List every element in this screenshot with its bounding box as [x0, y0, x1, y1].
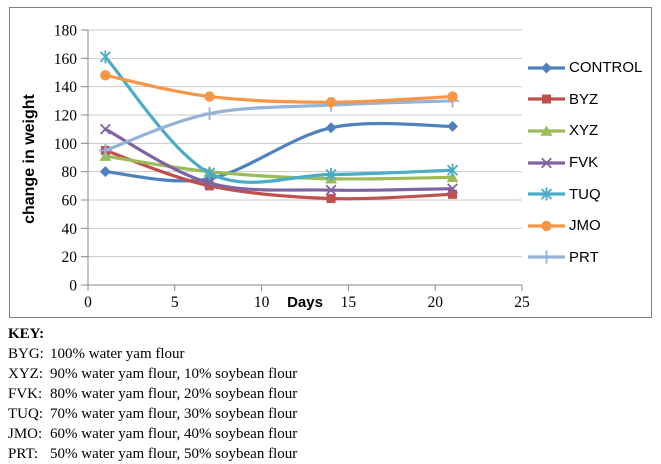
marker-PRT-7: [203, 107, 217, 121]
legend-marker-square-icon: [528, 94, 565, 104]
key-code: JMO:: [8, 426, 43, 442]
key-code: XYZ:: [8, 366, 43, 382]
key-description: 90% water yam flour, 10% soybean flour: [50, 366, 298, 382]
x-tick-label: 10: [254, 294, 270, 311]
y-tick-label: 180: [54, 23, 78, 40]
chart-container: change in weight 0 20 40 60 80 100 120 140 160 18…: [9, 7, 652, 318]
y-tick-label: 100: [54, 136, 78, 153]
legend-marker: [541, 157, 552, 169]
key-row: FVK: 80% water yam flour, 20% soybean flo…: [8, 384, 297, 404]
legend-marker: [542, 94, 551, 104]
marker-BYZ-14: [326, 194, 336, 204]
series-line-XYZ: [103, 154, 455, 181]
legend-marker: [541, 220, 552, 231]
key-row: JMO: 60% water yam flour, 40% soybean flo…: [8, 424, 297, 444]
legend-item-JMO: JMO: [528, 210, 642, 242]
marker-BYZ-21: [448, 189, 458, 199]
legend-item-FVK: FVK: [528, 147, 642, 179]
y-tick-label: 160: [54, 51, 78, 68]
y-tick-label: 60: [62, 193, 78, 210]
marker-FVK-7: [204, 177, 215, 189]
legend-item-PRT: PRT: [528, 242, 642, 274]
key-description: 70% water yam flour, 30% soybean flour: [50, 406, 298, 422]
legend-label: CONTROL: [569, 59, 643, 77]
key-code: PRT:: [8, 446, 39, 462]
marker-PRT-1: [98, 143, 112, 157]
key-code: TUQ:: [8, 406, 43, 422]
legend-label: TUQ: [569, 185, 601, 203]
legend-label: BYZ: [569, 90, 599, 108]
legend-label: XYZ: [569, 122, 599, 140]
key-row: XYZ: 90% water yam flour, 10% soybean flo…: [8, 364, 297, 384]
legend-marker-circle-icon: [528, 220, 565, 231]
series-line-BYZ: [103, 148, 455, 201]
legend-item-CONTROL: CONTROL: [528, 52, 642, 84]
chart-legend: CONTROL BYZ XYZ FVK TUQ JMO PRT: [528, 52, 642, 273]
marker-FVK-14: [325, 184, 337, 196]
x-tick-label: 0: [84, 294, 92, 311]
legend-marker-x-icon: [528, 157, 565, 169]
y-tick-label: 40: [62, 221, 78, 238]
legend-marker-plus-icon: [528, 250, 565, 264]
series-line-CONTROL: [103, 121, 455, 183]
legend-item-TUQ: TUQ: [528, 178, 642, 210]
key-description: 50% water yam flour, 50% soybean flour: [50, 446, 298, 462]
series-line-JMO: [103, 73, 455, 104]
x-axis-title: Days: [287, 294, 323, 311]
legend-marker: [540, 250, 553, 264]
marker-BYZ-7: [205, 181, 215, 191]
marker-TUQ-7: [203, 166, 216, 180]
marker-TUQ-21: [446, 163, 459, 177]
line-chart-plot: 0 20 40 60 80 100 120 140 160 180 0 5 10 15 20 25 Days: [54, 23, 530, 312]
legend-label: PRT: [569, 248, 599, 266]
marker-TUQ-1: [99, 50, 111, 64]
y-tick-label: 20: [62, 249, 78, 266]
y-tick-label: 80: [62, 164, 78, 181]
key-row: PRT: 50% water yam flour, 50% soybean flo…: [8, 444, 297, 464]
key-heading: KEY:: [8, 326, 45, 342]
marker-CONTROL-21: [447, 120, 459, 132]
y-tick-label: 120: [54, 108, 78, 125]
series-line-PRT: [103, 99, 455, 153]
marker-TUQ-14: [325, 168, 337, 181]
legend-marker-diamond-icon: [528, 62, 565, 74]
legend-marker: [540, 187, 553, 201]
legend-label: JMO: [569, 217, 601, 235]
x-tick-label: 5: [171, 294, 179, 311]
key-code: FVK:: [8, 386, 43, 402]
key-description: 80% water yam flour, 20% soybean flour: [50, 386, 298, 402]
marker-FVK-1: [99, 123, 111, 135]
legend-item-BYZ: BYZ: [528, 84, 642, 116]
marker-JMO-14: [325, 97, 337, 108]
y-tick-label: 140: [54, 79, 78, 96]
y-tick-label: 0: [69, 278, 77, 295]
marker-CONTROL-14: [325, 122, 337, 134]
legend-marker: [541, 62, 552, 74]
legend-marker-triangle-icon: [528, 125, 565, 136]
x-tick-label: 20: [427, 294, 443, 311]
x-tick-label: 15: [341, 294, 357, 311]
legend-marker-asterisk-icon: [528, 187, 565, 201]
key-row: BYG: 100% water yam flour: [8, 344, 297, 364]
key-row: TUQ: 70% water yam flour, 30% soybean flo…: [8, 404, 297, 424]
marker-XYZ-21: [446, 171, 459, 183]
marker-FVK-21: [447, 183, 458, 195]
marker-JMO-1: [100, 70, 111, 81]
key-code: BYG:: [8, 346, 44, 362]
series-line-TUQ: [103, 55, 455, 184]
marker-JMO-7: [204, 91, 215, 102]
legend-marker: [540, 125, 553, 136]
legend-item-XYZ: XYZ: [528, 115, 642, 147]
marker-CONTROL-1: [99, 166, 111, 178]
x-tick-label: 25: [514, 294, 530, 311]
legend-label: FVK: [569, 154, 599, 172]
series-line-FVK: [103, 127, 455, 192]
marker-JMO-21: [447, 91, 458, 102]
key-description: 60% water yam flour, 40% soybean flour: [50, 426, 298, 442]
key-section: KEY: BYG: 100% water yam flour XYZ: 90% wat…: [8, 324, 297, 464]
key-description: 100% water yam flour: [50, 346, 185, 362]
